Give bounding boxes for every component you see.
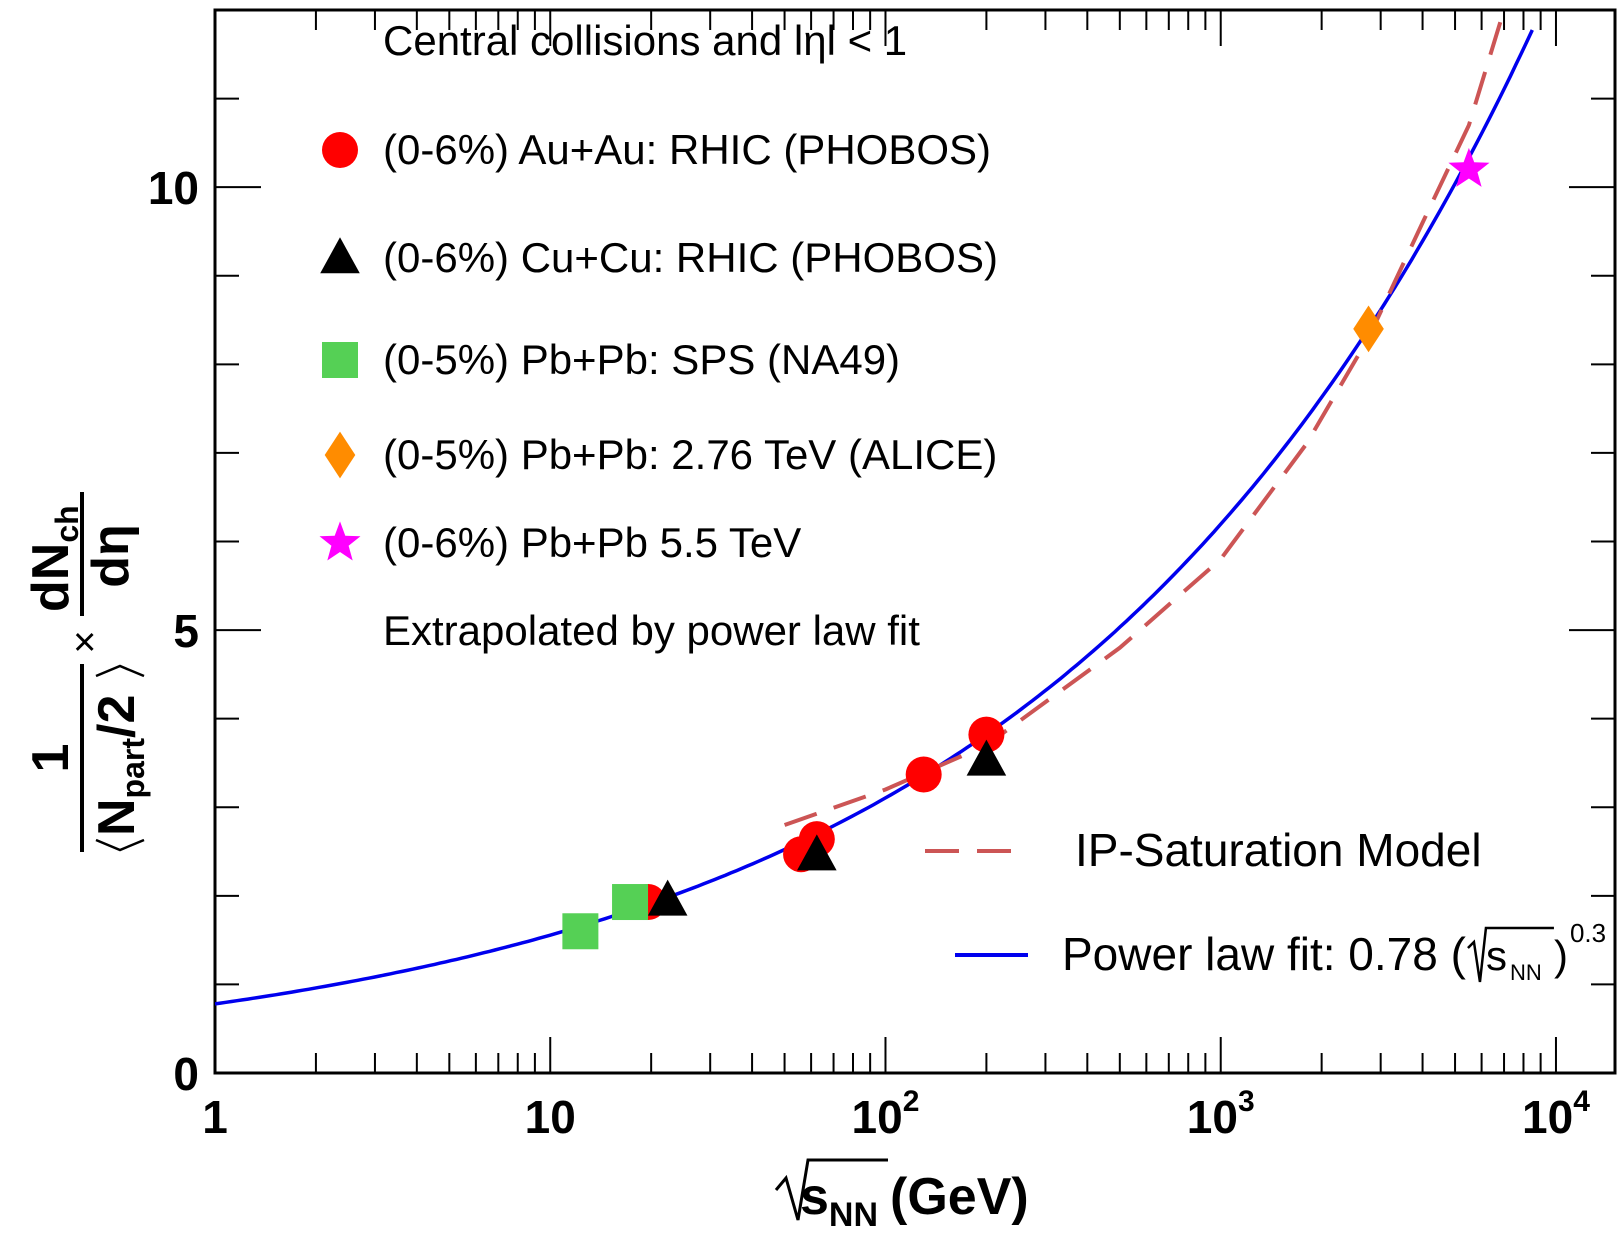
legend-label: (0-5%) Pb+Pb: SPS (NA49) bbox=[383, 336, 900, 383]
header-text: Central collisions and lηl < 1 bbox=[383, 17, 907, 64]
legend-power-law-exp: 0.3 bbox=[1570, 918, 1606, 948]
y-axis-title-npart: N bbox=[88, 798, 146, 836]
y-tick-label: 10 bbox=[148, 162, 199, 214]
data-point-triangle bbox=[647, 879, 688, 916]
x-tick-label: 102 bbox=[852, 1085, 920, 1143]
x-tick-label: 104 bbox=[1522, 1085, 1590, 1143]
legend-label: (0-6%) Au+Au: RHIC (PHOBOS) bbox=[383, 126, 991, 173]
data-point-triangle bbox=[797, 834, 837, 871]
svg-text:sNN(GeV): sNN (GeV) bbox=[800, 1168, 1029, 1234]
legend-marker-circle bbox=[322, 132, 358, 168]
legend-power-law-sub: NN bbox=[1510, 960, 1542, 985]
y-axis-title-bracket-left bbox=[95, 838, 145, 852]
legend-marker-star bbox=[319, 521, 361, 561]
data-point-star bbox=[1448, 147, 1490, 187]
y-axis-title-deta: dη bbox=[82, 524, 140, 588]
legend-power-law-label: Power law fit: 0.78 ( bbox=[1062, 928, 1467, 980]
legend-power-law-close: ) bbox=[1554, 932, 1568, 979]
x-axis-title-sqrt bbox=[774, 1158, 888, 1221]
x-axis-title-sub: NN bbox=[829, 1196, 878, 1234]
x-tick-label: 1 bbox=[202, 1091, 228, 1143]
footer-text: Extrapolated by power law fit bbox=[383, 607, 920, 654]
y-axis-title-times: × bbox=[63, 630, 107, 653]
data-point-diamond bbox=[1353, 305, 1384, 353]
data-markers bbox=[562, 147, 1490, 950]
x-axis-title-main: s bbox=[800, 1168, 829, 1226]
power-law-fit-curve bbox=[215, 29, 1534, 1006]
legend: (0-6%) Au+Au: RHIC (PHOBOS) (0-6%) Cu+Cu:… bbox=[319, 126, 998, 566]
legend-label: (0-6%) Cu+Cu: RHIC (PHOBOS) bbox=[383, 234, 998, 281]
y-axis-title-npart-sub: part bbox=[115, 738, 151, 799]
data-point-triangle bbox=[966, 739, 1007, 776]
legend-label: (0-5%) Pb+Pb: 2.76 TeV (ALICE) bbox=[383, 431, 997, 478]
tick-labels: 1 10 102 103 104 0 5 10 bbox=[148, 162, 1590, 1143]
legend-power-law-root: s bbox=[1486, 932, 1507, 979]
x-tick-label: 10 bbox=[525, 1091, 576, 1143]
fit-legend: IP-Saturation Model Power law fit: 0.78 (… bbox=[925, 824, 1606, 985]
legend-marker-triangle bbox=[320, 237, 360, 274]
legend-marker-square bbox=[322, 342, 358, 378]
x-axis-title-unit: (GeV) bbox=[890, 1168, 1029, 1226]
y-axis-title: 1 Npart/2 × dNch dη bbox=[22, 492, 151, 852]
y-axis-title-dnch-sub: ch bbox=[49, 505, 85, 542]
y-axis-title-numerator: 1 bbox=[22, 744, 80, 773]
y-tick-label: 5 bbox=[173, 605, 199, 657]
data-point-square bbox=[612, 884, 649, 921]
legend-marker-diamond bbox=[324, 431, 356, 479]
legend-ip-saturation-label: IP-Saturation Model bbox=[1075, 824, 1482, 876]
y-axis-title-dnch: dN bbox=[22, 543, 80, 612]
y-axis-title-npart-tail: /2 bbox=[88, 695, 146, 738]
x-tick-label: 103 bbox=[1187, 1085, 1255, 1143]
data-point-circle bbox=[905, 756, 942, 793]
data-point-square bbox=[562, 913, 599, 950]
legend-power-law-sqrt bbox=[1467, 926, 1554, 983]
x-axis-title: sNN (GeV) bbox=[774, 1158, 1029, 1234]
svg-text:Npart/2: Npart/2 bbox=[88, 695, 151, 836]
legend-label: (0-6%) Pb+Pb 5.5 TeV bbox=[383, 519, 801, 566]
axis-ticks bbox=[214, 9, 1615, 1074]
data-point-circle bbox=[968, 716, 1005, 753]
y-axis-title-bracket-right bbox=[95, 664, 145, 678]
svg-text:dNch: dNch bbox=[22, 505, 85, 612]
y-tick-label: 0 bbox=[173, 1048, 199, 1100]
